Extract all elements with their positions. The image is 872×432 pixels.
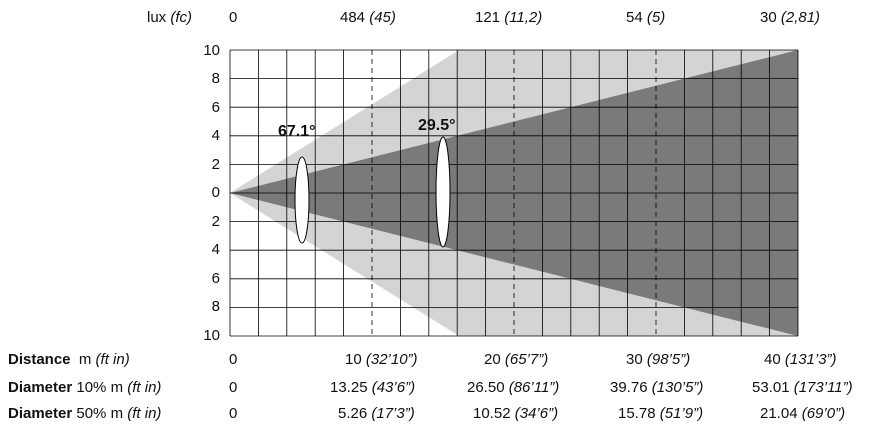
diameter-50-value-2: 10.52 (34’6”) [473,405,559,422]
lux-value-4: 30 (2,81) [760,9,821,26]
y-tick: 4 [211,241,220,258]
y-tick: 2 [211,156,220,173]
narrow-angle-label: 29.5° [418,117,456,134]
lux-value-0: 0 [229,9,238,26]
y-tick: 8 [211,298,220,315]
wide-angle-label: 67.1° [278,123,316,140]
y-tick: 10 [203,42,220,59]
diameter-50-label: Diameter 50% m (ft in) [8,405,162,422]
y-tick: 6 [211,99,220,116]
y-tick: 0 [211,184,220,201]
diameter-50-value-1: 5.26 (17’3”) [338,405,415,422]
lux-value-1: 484 (45) [340,9,396,26]
lux-value-2: 121 (11,2) [475,9,543,26]
wide-beam-marker [294,156,310,244]
diameter-10-value-4: 53.01 (173’11”) [752,379,853,396]
narrow-beam-marker [435,136,451,248]
distance-value-2: 20 (65’7”) [484,351,549,368]
distance-value-1: 10 (32’10”) [345,351,418,368]
y-tick: 10 [203,327,220,344]
lux-value-3: 54 (5) [626,9,666,26]
y-tick: 8 [211,70,220,87]
grid [229,49,799,337]
diameter-10-value-3: 39.76 (130’5”) [610,379,704,396]
distance-value-0: 0 [229,351,238,368]
diameter-10-label: Diameter 10% m (ft in) [8,379,162,396]
distance-value-3: 30 (98’5”) [626,351,691,368]
diameter-50-value-0: 0 [229,405,238,422]
y-tick: 2 [211,213,220,230]
y-tick: 6 [211,270,220,287]
diameter-10-value-1: 13.25 (43’6”) [330,379,416,396]
lux-label: lux (fc) [147,9,193,26]
diameter-10-value-0: 0 [229,379,238,396]
diameter-10-value-2: 26.50 (86’11”) [467,379,560,396]
diameter-50-value-3: 15.78 (51’9”) [618,405,704,422]
distance-label: Distance m (ft in) [8,351,130,368]
y-tick: 4 [211,127,220,144]
diameter-50-value-4: 21.04 (69’0”) [760,405,846,422]
distance-markers [371,50,657,336]
distance-value-4: 40 (131’3”) [764,351,837,368]
